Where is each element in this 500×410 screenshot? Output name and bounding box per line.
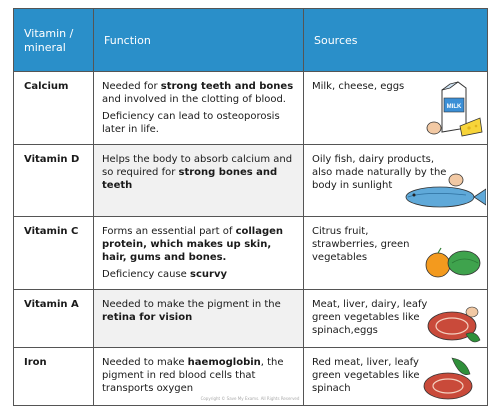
milk-cheese-eggs-illustration: MILK — [426, 81, 483, 137]
nutrient-name: Vitamin A — [13, 289, 94, 348]
sources-text: Red meat, liver, leafy green vegetables … — [312, 357, 420, 394]
sources-cell: Citrus fruit, strawberries, green vegeta… — [303, 216, 488, 290]
table-row-vitamin-c: Vitamin C Forms an essential part of col… — [13, 216, 488, 290]
function-paragraph: Needed to make the pigment in the retina… — [102, 298, 297, 324]
function-paragraph: Deficiency cause scurvy — [102, 268, 297, 281]
nutrient-name: Iron — [13, 347, 94, 406]
table-header-row: Vitamin / mineral Function Sources — [13, 8, 488, 72]
function-paragraph: Helps the body to absorb calcium and so … — [102, 153, 297, 192]
orange-pepper-illustration — [425, 247, 481, 278]
table-row-calcium: Calcium Needed for strong teeth and bone… — [13, 71, 488, 145]
function-text-bold: collagen protein, which makes up skin, h… — [102, 226, 284, 263]
nutrient-name: Vitamin C — [13, 216, 94, 290]
vitamins-minerals-table: Vitamin / mineral Function Sources Calci… — [13, 8, 488, 406]
function-text-bold: strong bones and teeth — [102, 167, 278, 191]
sources-text: Citrus fruit, strawberries, green vegeta… — [312, 226, 410, 263]
function-text-bold: retina for vision — [102, 312, 193, 323]
sources-cell: Red meat, liver, leafy green vegetables … — [303, 347, 488, 406]
steak-spinach-illustration — [423, 357, 473, 400]
sources-text: Milk, cheese, eggs — [312, 81, 405, 92]
function-text-bold: scurvy — [190, 269, 227, 280]
sources-cell: Oily fish, dairy products, also made nat… — [303, 144, 488, 217]
function-text: Deficiency cause — [102, 269, 191, 280]
nutrient-name: Calcium — [13, 71, 94, 145]
function-paragraph: Forms an essential part of collagen prot… — [102, 225, 297, 264]
function-cell: Needed to make the pigment in the retina… — [93, 289, 304, 348]
table-row-iron: Iron Needed to make haemoglobin, the pig… — [13, 347, 488, 406]
function-cell: Helps the body to absorb calcium and so … — [93, 144, 304, 217]
function-cell: Needed to make haemoglobin, the pigment … — [93, 347, 304, 406]
nutrient-name: Vitamin D — [13, 144, 94, 217]
vitamins-minerals-table-container: Vitamin / mineral Function Sources Calci… — [13, 8, 488, 406]
function-text: Helps the body to absorb calcium and so … — [102, 154, 293, 178]
sources-cell: Milk, cheese, eggs MILK — [303, 71, 488, 145]
table-row-vitamin-a: Vitamin A Needed to make the pigment in … — [13, 289, 488, 348]
header-sources: Sources — [303, 8, 488, 72]
function-text: Needed to make — [102, 357, 188, 368]
fish-egg-illustration — [405, 173, 486, 208]
sources-text: Meat, liver, dairy, leafy green vegetabl… — [312, 299, 428, 336]
sources-cell: Meat, liver, dairy, leafy green vegetabl… — [303, 289, 488, 348]
function-text: Deficiency can lead to osteoporosis late… — [102, 111, 280, 135]
function-text: , the pigment in red blood cells that tr… — [102, 357, 284, 394]
header-vitamin-mineral: Vitamin / mineral — [13, 8, 94, 72]
sources-text: Oily fish, dairy products, also made nat… — [312, 154, 447, 191]
copyright-notice: Copyright © Save My Exams. All Rights Re… — [200, 396, 300, 401]
function-text: Needed to make the pigment in the — [102, 299, 281, 310]
function-text: Needed for — [102, 81, 161, 92]
function-text: Forms an essential part of — [102, 226, 236, 237]
function-text-bold: haemoglobin — [187, 357, 261, 368]
function-text: and involved in the clotting of blood. — [102, 94, 286, 105]
function-paragraph: Needed for strong teeth and bones and in… — [102, 80, 297, 106]
milk-carton-label: MILK — [447, 104, 462, 110]
function-cell: Needed for strong teeth and bones and in… — [93, 71, 304, 145]
function-text-bold: strong teeth and bones — [160, 81, 294, 92]
header-function: Function — [93, 8, 304, 72]
function-paragraph: Needed to make haemoglobin, the pigment … — [102, 356, 297, 395]
table-row-vitamin-d: Vitamin D Helps the body to absorb calci… — [13, 144, 488, 217]
meat-spinach-illustration — [427, 306, 481, 343]
function-cell: Forms an essential part of collagen prot… — [93, 216, 304, 290]
function-paragraph: Deficiency can lead to osteoporosis late… — [102, 110, 297, 136]
